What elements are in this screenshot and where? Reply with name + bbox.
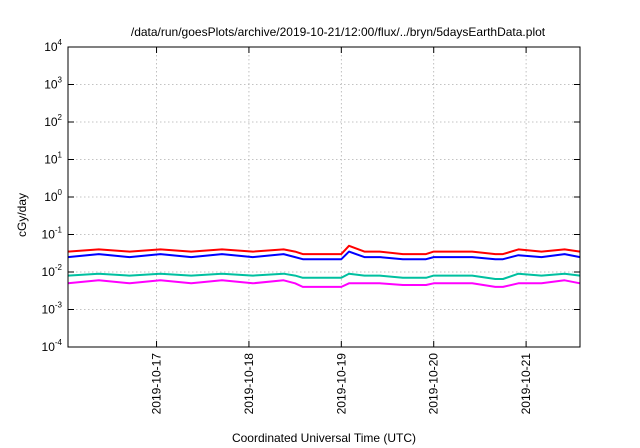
- x-tick-label: 2019-10-21: [519, 353, 533, 415]
- y-tick-label: 100: [44, 188, 62, 204]
- y-tick-base: 10: [42, 265, 56, 279]
- x-tick-label: 2019-10-19: [334, 353, 348, 415]
- x-tick-label: 2019-10-20: [427, 353, 441, 415]
- y-tick-base: 10: [44, 190, 58, 204]
- y-tick-exponent: -2: [55, 263, 63, 272]
- y-tick-base: 10: [42, 228, 56, 242]
- y-tick-label: 101: [44, 151, 62, 167]
- series-line-2: [67, 250, 581, 261]
- x-axis-label: Coordinated Universal Time (UTC): [232, 431, 416, 445]
- y-tick-exponent: 0: [58, 188, 63, 197]
- y-tick-base: 10: [44, 40, 58, 54]
- y-tick-label: 103: [44, 76, 62, 92]
- y-tick-base: 10: [42, 340, 56, 354]
- series-line-4: [67, 279, 581, 288]
- series-line-1: [67, 244, 581, 256]
- y-tick-label: 10-4: [42, 338, 63, 354]
- y-tick-exponent: 4: [58, 38, 63, 47]
- y-tick-label: 10-3: [42, 301, 63, 317]
- y-tick-exponent: 1: [58, 151, 63, 160]
- y-tick-base: 10: [42, 303, 56, 317]
- y-tick-exponent: -1: [55, 226, 63, 235]
- y-tick-label: 10-1: [42, 226, 63, 242]
- y-tick-exponent: -4: [55, 338, 63, 347]
- x-tick-label: 2019-10-17: [150, 353, 164, 415]
- y-tick-label: 104: [44, 38, 62, 54]
- chart-title: /data/run/goesPlots/archive/2019-10-21/1…: [131, 25, 546, 39]
- y-tick-exponent: 3: [58, 76, 63, 85]
- series-group: [67, 244, 581, 288]
- y-tick-label: 10-2: [42, 263, 63, 279]
- x-tick-label: 2019-10-18: [242, 353, 256, 415]
- y-tick-label: 102: [44, 113, 62, 129]
- y-axis-label: cGy/day: [15, 193, 29, 237]
- y-tick-exponent: -3: [55, 301, 63, 310]
- y-tick-base: 10: [44, 153, 58, 167]
- y-tick-base: 10: [44, 78, 58, 92]
- y-tick-base: 10: [44, 115, 58, 129]
- grid-lines: [68, 47, 580, 347]
- axis-ticks: 10410310210110010-110-210-310-42019-10-1…: [42, 38, 580, 414]
- series-line-3: [67, 272, 581, 280]
- y-tick-exponent: 2: [58, 113, 63, 122]
